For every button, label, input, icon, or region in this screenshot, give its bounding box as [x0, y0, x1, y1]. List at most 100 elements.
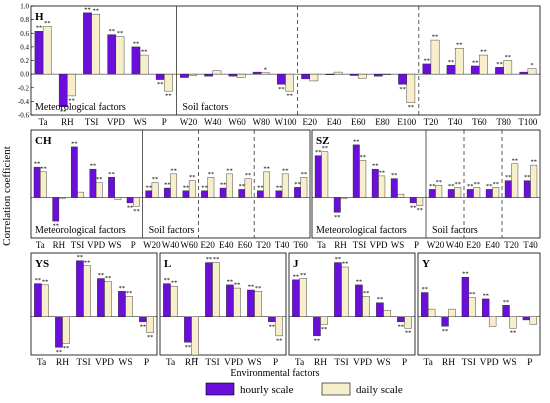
- significance-mark: **: [505, 54, 512, 61]
- bar-L-RH-hourly: [184, 316, 192, 343]
- group-label-soil: Soil factors: [182, 102, 228, 113]
- panel-label: SZ: [316, 135, 329, 147]
- bar-YS-TSI-daily: [83, 265, 91, 317]
- bar-SZ-RH-daily: [340, 197, 348, 200]
- panel-label: L: [164, 258, 171, 270]
- significance-mark: **: [424, 57, 431, 64]
- significance-mark: **: [314, 337, 321, 344]
- significance-mark: **: [456, 42, 463, 49]
- significance-mark: **: [185, 344, 192, 351]
- panel-frame: [30, 252, 158, 356]
- significance-mark: **: [145, 184, 152, 191]
- x-tick-label: VPD: [95, 358, 114, 368]
- bar-CH-W20-hourly: [145, 190, 153, 198]
- bar-H-E20-hourly: [301, 73, 310, 80]
- bar-H-T80-daily: [503, 60, 513, 75]
- x-tick-label: P: [144, 358, 149, 368]
- x-tick-label: T40: [448, 117, 463, 127]
- significance-mark: **: [98, 272, 105, 279]
- significance-mark: **: [482, 292, 489, 299]
- significance-mark: **: [300, 272, 307, 279]
- x-tick-label: P: [162, 117, 167, 127]
- bar-CH-T60-daily: [300, 177, 308, 198]
- bar-CH-VPD-daily: [95, 182, 103, 198]
- x-tick-label: WS: [247, 358, 261, 368]
- bar-J-VPD-hourly: [355, 284, 363, 317]
- bar-L-VPD-hourly: [226, 284, 234, 317]
- bar-J-Ta-daily: [299, 278, 307, 317]
- y-tick-label: 0.0: [20, 71, 29, 79]
- x-tick-label: TSI: [76, 358, 90, 368]
- significance-mark: **: [473, 181, 480, 188]
- significance-mark: **: [421, 286, 428, 293]
- x-tick-label: TSI: [353, 240, 367, 250]
- x-tick-label: RH: [185, 358, 198, 368]
- x-tick-label: RH: [314, 358, 327, 368]
- panel-SZ: ************** ** ** **** ************ ** ** **…: [311, 129, 541, 250]
- bar-CH-T20-daily: [263, 171, 271, 198]
- significance-mark: **: [227, 278, 234, 285]
- significance-mark: **: [140, 323, 147, 330]
- x-tick-label: P: [131, 240, 136, 250]
- significance-mark: **: [496, 61, 503, 68]
- legend: hourly scale daily scale: [205, 382, 403, 396]
- significance-mark: **: [408, 104, 415, 111]
- bar-YS-RH-daily: [62, 316, 70, 344]
- x-tick-label: VPD: [353, 358, 372, 368]
- significance-mark: *: [530, 62, 533, 69]
- panel-frame: [417, 252, 541, 356]
- significance-mark: **: [429, 183, 436, 190]
- bar-H-T40-hourly: [446, 65, 456, 75]
- panel-label: H: [35, 11, 44, 23]
- bar-H-W80-daily: [261, 72, 270, 75]
- x-tick-label: Ta: [166, 358, 176, 368]
- panel-label: Y: [422, 258, 430, 270]
- bar-SZ-W40-daily: [454, 187, 462, 198]
- x-tick-label: VPD: [369, 240, 388, 250]
- significance-mark: **: [416, 207, 423, 214]
- bar-SZ-Ta-daily: [321, 151, 329, 198]
- significance-mark: **: [84, 259, 91, 266]
- bar-H-E40-daily: [333, 71, 343, 75]
- bar-H-TSI-hourly: [83, 12, 92, 75]
- bar-Y-WS-hourly: [502, 305, 510, 317]
- bar-H-E20-daily: [309, 73, 319, 82]
- group-label-soil: Soil factors: [432, 225, 478, 236]
- panel-L: ******************** ****Ta RH TSI VPD WS PL: [159, 252, 287, 368]
- significance-mark: **: [435, 179, 442, 186]
- bar-YS-VPD-daily: [104, 281, 112, 317]
- bar-CH-W40-hourly: [163, 187, 171, 198]
- bar-YS-Ta-hourly: [34, 283, 42, 317]
- bar-H-W20-daily: [188, 73, 197, 76]
- panel-CH: ************** ** ** ** ** ** ** ** ************…: [30, 129, 311, 250]
- bar-H-E40-hourly: [325, 73, 335, 75]
- significance-mark: **: [442, 328, 449, 335]
- x-tick-label: RH: [56, 358, 69, 368]
- x-tick-label: E80: [375, 117, 390, 127]
- x-tick-label: T20: [504, 240, 519, 250]
- x-tick-label: TSI: [205, 358, 219, 368]
- significance-mark: **: [56, 349, 63, 356]
- significance-mark: **: [315, 149, 322, 156]
- significance-mark: **: [206, 256, 213, 263]
- y-tick-label: 0.8: [20, 16, 29, 24]
- bar-H-E100-hourly: [398, 73, 407, 85]
- bar-L-WS-daily: [254, 291, 262, 317]
- x-tick-label: Ta: [37, 358, 47, 368]
- significance-mark: **: [119, 285, 126, 292]
- significance-mark: **: [141, 49, 148, 56]
- x-axis-label: Environmental factors: [230, 368, 319, 379]
- bar-Y-Ta-hourly: [421, 292, 429, 317]
- significance-mark: **: [286, 93, 293, 100]
- bar-Y-Ta-daily: [427, 308, 436, 317]
- bar-SZ-T40-hourly: [523, 180, 531, 198]
- significance-mark: **: [432, 34, 439, 41]
- bar-CH-VPD-hourly: [89, 168, 97, 198]
- x-tick-label: Ta: [317, 240, 326, 250]
- bar-YS-WS-daily: [125, 296, 133, 317]
- significance-mark: **: [335, 256, 342, 263]
- bar-Y-RH-hourly: [441, 316, 449, 327]
- bar-H-W40-hourly: [204, 73, 213, 77]
- bar-H-T100-daily: [527, 68, 537, 75]
- x-tick-label: WS: [391, 240, 405, 250]
